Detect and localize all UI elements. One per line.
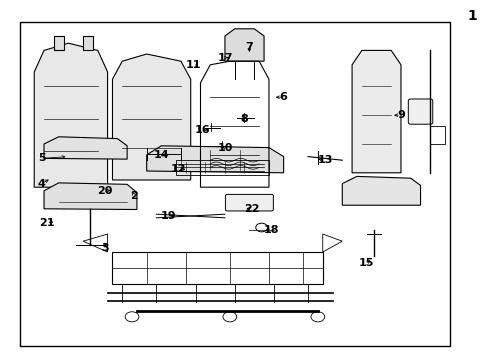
Polygon shape	[146, 146, 283, 173]
Text: 21: 21	[39, 218, 54, 228]
Text: 9: 9	[396, 110, 404, 120]
Polygon shape	[351, 50, 400, 173]
Text: 20: 20	[97, 186, 113, 196]
Polygon shape	[83, 36, 93, 50]
Text: 6: 6	[279, 92, 287, 102]
Text: 3: 3	[101, 243, 109, 253]
Text: 1: 1	[466, 9, 476, 23]
Text: 19: 19	[161, 211, 176, 221]
Text: 7: 7	[245, 42, 253, 52]
Bar	[20, 22, 449, 346]
Text: 17: 17	[217, 53, 232, 63]
Polygon shape	[34, 43, 107, 187]
Text: 18: 18	[263, 225, 279, 235]
Text: 11: 11	[185, 60, 201, 70]
Text: 4: 4	[38, 179, 45, 189]
Text: 22: 22	[244, 204, 259, 214]
Text: 5: 5	[38, 153, 45, 163]
Polygon shape	[44, 137, 127, 159]
Polygon shape	[44, 183, 137, 210]
Text: 10: 10	[217, 143, 232, 153]
Text: 2: 2	[130, 191, 138, 201]
Text: 14: 14	[153, 150, 169, 160]
Polygon shape	[342, 176, 420, 205]
Text: 12: 12	[170, 164, 186, 174]
Polygon shape	[54, 36, 63, 50]
FancyBboxPatch shape	[407, 99, 432, 124]
Text: 13: 13	[317, 155, 332, 165]
Text: 15: 15	[358, 258, 374, 268]
FancyBboxPatch shape	[225, 194, 273, 211]
Polygon shape	[112, 54, 190, 180]
Polygon shape	[224, 29, 264, 61]
Text: 8: 8	[240, 114, 248, 124]
Text: 16: 16	[195, 125, 210, 135]
